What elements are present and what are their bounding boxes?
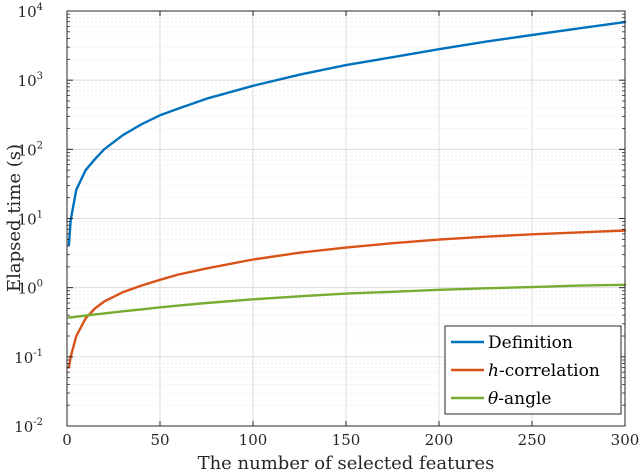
x-tick-label: 250	[518, 431, 547, 449]
legend-label: Definition	[488, 333, 573, 353]
series-line-0	[67, 20, 627, 246]
y-tick-label: 10-2	[14, 417, 43, 436]
series-lines	[67, 20, 627, 369]
legend-label: h-correlation	[488, 361, 600, 381]
tick-marks	[66, 10, 626, 427]
x-tick-labels: 0 50 100 150 200 250 300	[62, 431, 639, 449]
y-axis-title: Elapsed time (s)	[4, 144, 25, 292]
x-axis-title: The number of selected features	[198, 453, 495, 473]
x-tick-label: 200	[425, 431, 454, 449]
series-line-1	[67, 229, 627, 369]
y-tick-label: 102	[18, 140, 43, 159]
y-tick-label: 104	[18, 2, 43, 21]
x-tick-label: 150	[332, 431, 361, 449]
y-tick-label: 103	[18, 71, 43, 90]
x-tick-label: 300	[611, 431, 640, 449]
x-tick-label: 50	[150, 431, 169, 449]
y-tick-label: 10-1	[14, 348, 43, 367]
legend-label: θ-angle	[488, 389, 551, 409]
x-tick-label: 100	[239, 431, 268, 449]
y-tick-label: 101	[18, 210, 43, 229]
legend: Definition h-correlation θ-angle	[444, 325, 622, 415]
x-tick-label: 0	[62, 431, 72, 449]
y-tick-label: 100	[18, 279, 43, 298]
y-tick-labels: 10-2 10-1 100 101 102 103 104	[14, 2, 43, 436]
series-line-2	[67, 283, 627, 319]
